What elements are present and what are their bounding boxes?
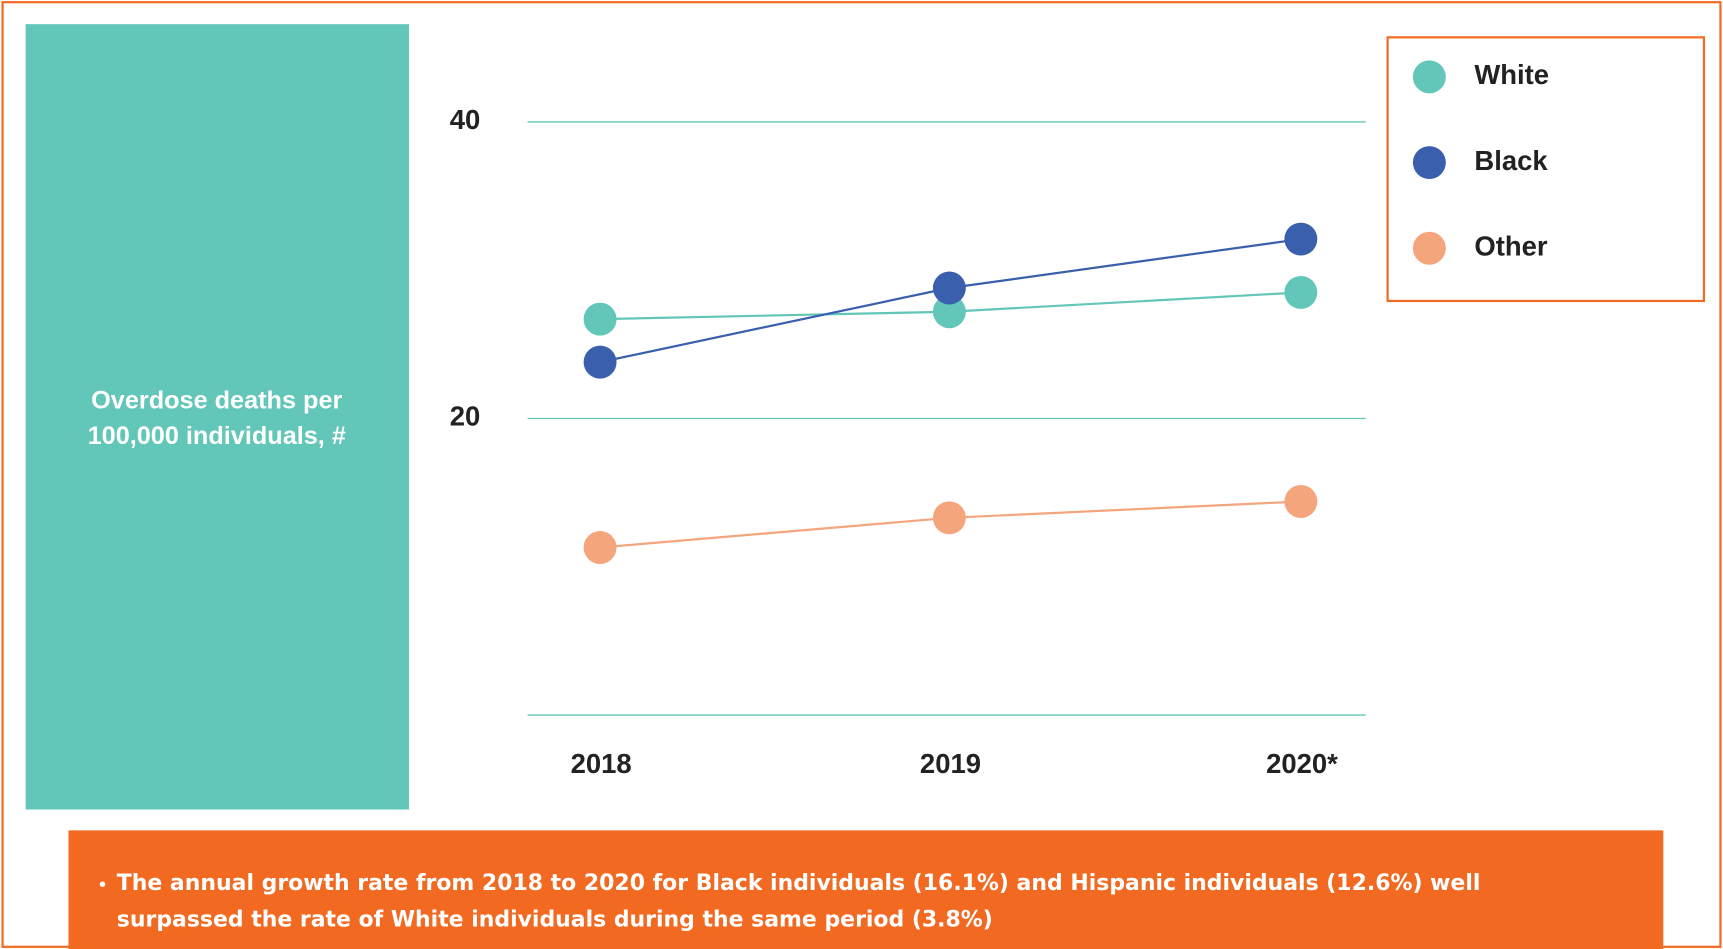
point (1284, 222, 1318, 256)
x-tick-label: 2018 (571, 748, 632, 779)
point (583, 531, 617, 564)
point (932, 271, 966, 305)
legend-label: Black (1474, 145, 1548, 176)
note: The annual growth rate from 2018 to 2020… (117, 871, 1481, 896)
point (1284, 485, 1318, 518)
point (932, 295, 966, 329)
x-tick-label: 2020* (1266, 748, 1338, 779)
y-tick-label: 20 (450, 401, 481, 432)
y-tick-label: 40 (450, 104, 481, 135)
point (1284, 275, 1318, 309)
point (932, 501, 966, 535)
legend-marker (1412, 231, 1446, 265)
point (583, 345, 617, 379)
bullet (99, 881, 106, 887)
y-axis-label: 100,000 individuals, # (88, 422, 346, 450)
legend-label: Other (1474, 230, 1547, 261)
point (583, 302, 617, 336)
note-panel (68, 830, 1664, 949)
legend-marker (1412, 60, 1446, 94)
legend-label: White (1474, 59, 1549, 90)
x-tick-label: 2019 (920, 748, 981, 779)
note: surpassed the rate of White individuals … (117, 907, 993, 932)
legend-marker (1412, 146, 1446, 180)
y-axis-label: Overdose deaths per (91, 387, 342, 415)
y-label-panel (25, 24, 409, 810)
